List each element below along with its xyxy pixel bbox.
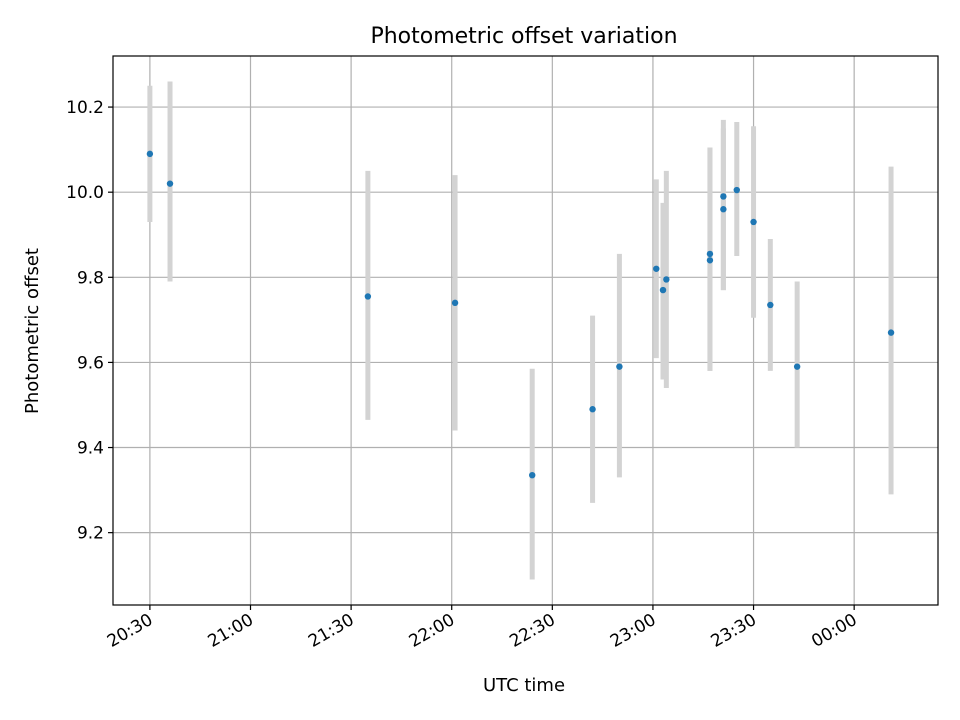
data-point [659,286,667,294]
data-point [750,218,757,226]
data-point [451,299,459,307]
y-tick-label: 9.6 [77,353,104,373]
chart-title: Photometric offset variation [370,24,677,49]
y-axis-label: Photometric offset [22,248,43,414]
x-tick-label: 21:30 [305,610,357,652]
data-point [364,293,372,300]
y-axis: 9.2 9.4 9.6 9.8 10.0 10.2 [66,98,113,544]
data-point [720,206,727,213]
data-point [653,265,660,272]
x-tick-label: 22:30 [506,610,558,652]
data-point [166,180,174,187]
x-tick-label: 23:00 [607,610,659,652]
y-tick-label: 9.2 [77,524,104,544]
data-point [887,329,895,336]
x-tick-label: 00:00 [808,610,860,652]
data-point [767,301,774,309]
data-point [529,471,536,479]
grid [113,56,938,605]
data-point [589,406,596,413]
x-tick-label: 23:30 [708,610,760,652]
data-point [720,193,727,200]
data-point [706,257,714,264]
x-axis: 20:30 21:00 21:30 22:00 22:30 23:00 23:30 00:00 [104,605,861,652]
plot-frame [112,55,939,606]
data-point [616,363,623,370]
y-tick-label: 10.2 [66,98,104,118]
x-tick-label: 20:30 [104,610,156,652]
error-bars [147,81,894,580]
x-tick-label: 21:00 [205,610,257,652]
y-tick-label: 9.8 [77,268,104,288]
data-point [706,250,714,258]
y-tick-label: 9.4 [77,439,104,459]
y-tick-label: 10.0 [66,183,104,203]
x-tick-label: 22:00 [406,610,458,652]
data-point [793,363,801,370]
data-points [146,150,895,479]
data-point [733,186,740,194]
data-point [663,276,670,283]
data-point [146,150,154,158]
x-axis-label: UTC time [483,675,565,696]
